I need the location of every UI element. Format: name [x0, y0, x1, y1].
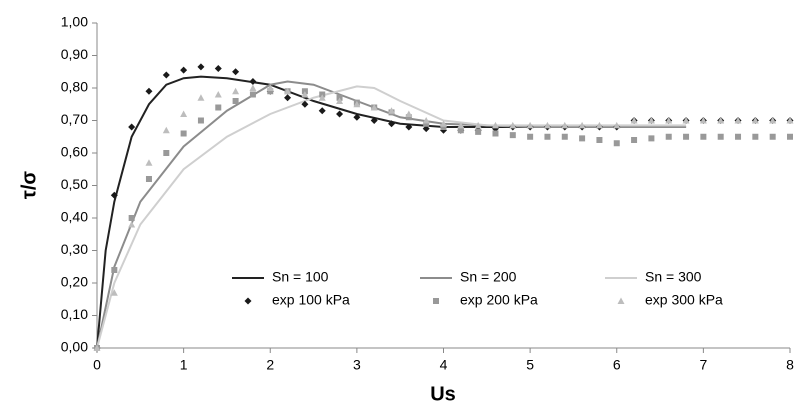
y-tick-label: 0,90	[61, 46, 88, 62]
marker-diamond	[197, 63, 204, 70]
legend-label: exp 100 kPa	[272, 292, 350, 308]
y-tick-label: 0,80	[61, 79, 88, 95]
marker-square	[510, 132, 516, 138]
marker-triangle	[145, 159, 152, 166]
y-axis-title: τ/σ	[18, 171, 40, 199]
marker-diamond	[145, 88, 152, 95]
marker-square	[683, 134, 689, 140]
x-tick-label: 1	[180, 357, 188, 373]
legend-swatch	[433, 298, 439, 304]
x-tick-label: 6	[613, 357, 621, 373]
marker-diamond	[232, 68, 239, 75]
marker-square	[492, 131, 498, 137]
marker-square	[648, 135, 654, 141]
y-tick-label: 0,40	[61, 209, 88, 225]
marker-square	[631, 137, 637, 143]
marker-square	[527, 134, 533, 140]
marker-square	[596, 137, 602, 143]
x-tick-label: 5	[526, 357, 534, 373]
x-tick-label: 0	[93, 357, 101, 373]
x-axis-title: Us	[430, 383, 456, 405]
marker-square	[735, 134, 741, 140]
marker-square	[475, 129, 481, 135]
marker-diamond	[163, 72, 170, 79]
marker-square	[700, 134, 706, 140]
marker-square	[181, 131, 187, 137]
marker-square	[215, 105, 221, 111]
marker-triangle	[215, 91, 222, 98]
chart: Us τ/σ 0,00 0,10 0,20 0,30 0,40 0,50 0,60 0,70 0…	[0, 0, 806, 416]
marker-triangle	[180, 111, 187, 118]
marker-triangle	[197, 94, 204, 101]
marker-diamond	[336, 111, 343, 118]
legend-label: Sn = 200	[460, 269, 517, 285]
marker-square	[129, 215, 135, 221]
y-tick-label: 0,00	[61, 339, 88, 355]
marker-diamond	[284, 94, 291, 101]
marker-diamond	[215, 65, 222, 72]
y-tick-label: 0,70	[61, 111, 88, 127]
legend-swatch	[618, 298, 625, 305]
marker-square	[579, 135, 585, 141]
y-tick-label: 0,20	[61, 274, 88, 290]
marker-square	[614, 140, 620, 146]
x-tick-label: 3	[353, 357, 361, 373]
marker-triangle	[405, 111, 412, 118]
y-tick-label: 0,30	[61, 241, 88, 257]
marker-triangle	[163, 127, 170, 134]
marker-diamond	[249, 78, 256, 85]
marker-diamond	[180, 67, 187, 74]
marker-square	[666, 134, 672, 140]
marker-square	[787, 134, 793, 140]
y-tick-label: 0,50	[61, 176, 88, 192]
marker-square	[544, 134, 550, 140]
marker-square	[752, 134, 758, 140]
x-tick-label: 4	[440, 357, 448, 373]
y-tick-label: 0,60	[61, 144, 88, 160]
marker-triangle	[232, 88, 239, 95]
x-tick-label: 8	[786, 357, 794, 373]
marker-diamond	[128, 124, 135, 131]
marker-square	[198, 118, 204, 124]
legend-swatch	[245, 298, 252, 305]
x-tick-label: 7	[699, 357, 707, 373]
marker-square	[146, 176, 152, 182]
marker-square	[250, 92, 256, 98]
marker-square	[718, 134, 724, 140]
marker-square	[111, 267, 117, 273]
legend-label: exp 300 kPa	[645, 292, 723, 308]
marker-square	[562, 134, 568, 140]
legend-label: exp 200 kPa	[460, 292, 538, 308]
marker-diamond	[319, 107, 326, 114]
series-line	[97, 77, 686, 348]
marker-triangle	[128, 221, 135, 228]
y-tick-label: 1,00	[61, 14, 88, 30]
marker-triangle	[249, 85, 256, 92]
marker-square	[770, 134, 776, 140]
marker-square	[163, 150, 169, 156]
legend-label: Sn = 300	[645, 269, 702, 285]
x-tick-label: 2	[266, 357, 274, 373]
marker-square	[233, 98, 239, 104]
y-tick-label: 0,10	[61, 306, 88, 322]
legend-label: Sn = 100	[272, 269, 329, 285]
